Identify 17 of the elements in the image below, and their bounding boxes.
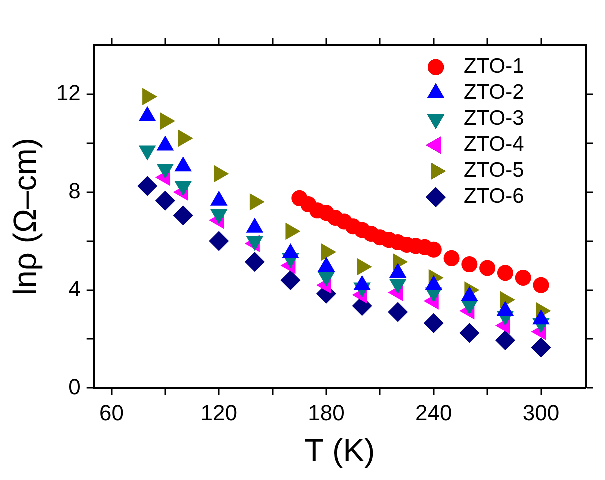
- x-tick-label: 60: [100, 400, 124, 426]
- y-tick-label: 4: [68, 276, 81, 302]
- x-tick-label: 180: [308, 400, 345, 426]
- x-tick-label: 120: [200, 400, 238, 426]
- legend-label: ZTO-4: [464, 133, 525, 156]
- y-tick-label: 8: [68, 178, 81, 204]
- legend-label: ZTO-3: [464, 107, 524, 130]
- x-tick-label: 300: [522, 400, 560, 426]
- legend-label: ZTO-1: [464, 55, 524, 78]
- y-tick-label: 0: [68, 374, 81, 400]
- legend-label: ZTO-5: [464, 159, 524, 182]
- x-axis-title: T (K): [304, 432, 376, 469]
- y-tick-label: 12: [56, 80, 81, 106]
- y-axis-title: lnρ (Ω–cm): [7, 138, 44, 296]
- legend-label: ZTO-6: [464, 185, 524, 208]
- x-tick-label: 240: [416, 400, 452, 426]
- legend-label: ZTO-2: [464, 81, 524, 104]
